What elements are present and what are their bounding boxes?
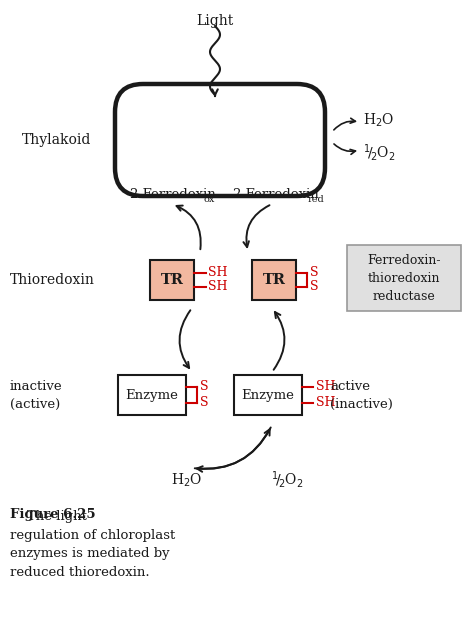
FancyBboxPatch shape — [150, 260, 194, 300]
Text: Figure 6.25: Figure 6.25 — [10, 508, 96, 521]
Text: The light
regulation of chloroplast
enzymes is mediated by
reduced thioredoxin.: The light regulation of chloroplast enzy… — [10, 510, 175, 579]
Text: Light: Light — [196, 14, 234, 28]
Text: S: S — [200, 396, 209, 409]
Text: TR: TR — [262, 273, 285, 287]
Text: S: S — [310, 280, 318, 293]
Text: Thylakoid: Thylakoid — [22, 133, 91, 147]
Text: inactive: inactive — [10, 379, 63, 392]
Text: Enzyme: Enzyme — [242, 389, 294, 401]
Text: S: S — [200, 381, 209, 394]
Text: SH: SH — [208, 280, 227, 293]
FancyBboxPatch shape — [115, 84, 325, 196]
Text: $^1\!/\!_2$O$_2$: $^1\!/\!_2$O$_2$ — [271, 470, 303, 490]
Text: 2 Ferredoxin: 2 Ferredoxin — [233, 189, 319, 201]
Text: Thioredoxin: Thioredoxin — [10, 273, 95, 287]
Text: 2 Ferredoxin: 2 Ferredoxin — [130, 189, 216, 201]
Text: Enzyme: Enzyme — [126, 389, 179, 401]
Text: red: red — [308, 196, 325, 204]
Text: ox: ox — [204, 196, 215, 204]
FancyBboxPatch shape — [347, 245, 461, 311]
Text: (active): (active) — [10, 397, 60, 411]
Text: active: active — [330, 379, 370, 392]
Text: Ferredoxin-
thioredoxin
reductase: Ferredoxin- thioredoxin reductase — [367, 254, 441, 303]
Text: H$_2$O: H$_2$O — [171, 472, 203, 488]
Text: SH: SH — [316, 381, 335, 394]
Text: SH: SH — [316, 396, 335, 409]
Text: S: S — [310, 267, 318, 280]
Text: (inactive): (inactive) — [330, 397, 393, 411]
FancyBboxPatch shape — [118, 375, 186, 415]
FancyBboxPatch shape — [252, 260, 296, 300]
Text: TR: TR — [161, 273, 184, 287]
Text: $^1\!/\!_2$O$_2$: $^1\!/\!_2$O$_2$ — [363, 141, 395, 163]
Text: SH: SH — [208, 267, 227, 280]
FancyBboxPatch shape — [234, 375, 302, 415]
Text: H$_2$O: H$_2$O — [363, 112, 394, 129]
